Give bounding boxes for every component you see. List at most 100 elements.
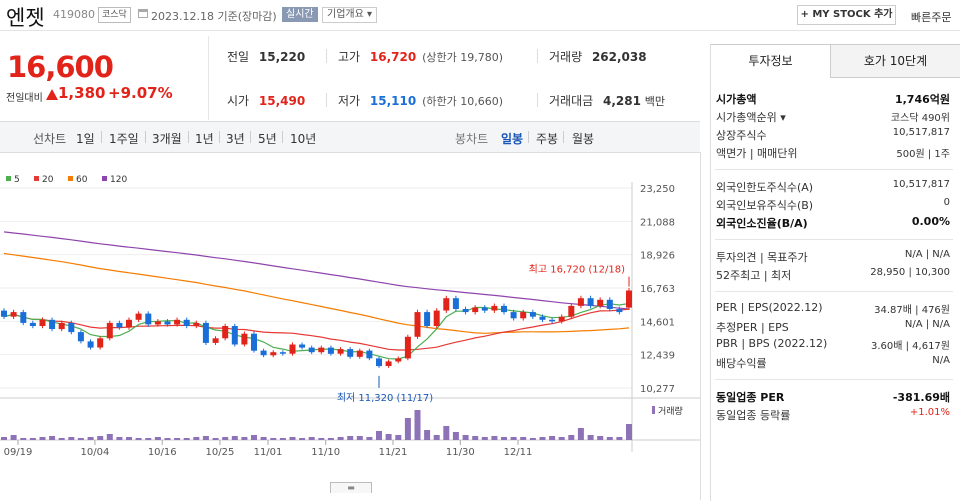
- divider: [101, 131, 102, 143]
- legend-label: 60: [76, 175, 88, 185]
- candle-body: [539, 316, 546, 320]
- candle-body: [49, 319, 56, 329]
- company-info-dropdown[interactable]: 기업개요 ▾: [322, 7, 377, 23]
- volume-legend-swatch: [652, 406, 655, 414]
- candle-body: [116, 322, 123, 328]
- volume-bar: [318, 438, 325, 440]
- open-value: 15,490: [258, 94, 306, 108]
- volume-bar: [404, 418, 411, 440]
- info-row-label: 외국인한도주식수(A): [716, 181, 814, 194]
- info-row: 투자의견 | 목표주가 N/A | N/A: [716, 249, 950, 267]
- candle-body: [424, 312, 431, 326]
- candle-daily[interactable]: 일봉: [501, 132, 524, 146]
- price-chart[interactable]: 5 20 60 120 23,250 21,088 18,926 16,763 14,601 1…: [0, 152, 701, 500]
- candle-body: [77, 332, 84, 342]
- x-tick-label: 11/10: [311, 447, 340, 458]
- amount-unit: 백만: [644, 95, 666, 108]
- volume-bar: [10, 435, 17, 440]
- info-row-value: 34.87배 | 476원: [874, 305, 950, 316]
- tab-order-book[interactable]: 호가 10단계: [830, 45, 960, 78]
- candle-body: [260, 350, 267, 356]
- info-row-value: 10,517,817: [892, 127, 950, 138]
- volume-bar: [481, 437, 488, 440]
- candle-body: [385, 361, 392, 366]
- candle-body: [520, 312, 527, 319]
- volume-bar: [193, 437, 200, 440]
- info-row-label: 투자의견 | 목표주가: [716, 251, 808, 264]
- candle-monthly[interactable]: 월봉: [572, 132, 595, 146]
- volume-bar: [77, 438, 84, 440]
- info-row: 동일업종 등락률 +1.01%: [716, 407, 950, 425]
- period-1y[interactable]: 1년: [195, 132, 214, 146]
- tab-investment-info[interactable]: 투자정보: [711, 45, 830, 78]
- high-value: 16,720: [369, 50, 417, 64]
- candle-weekly[interactable]: 주봉: [536, 132, 559, 146]
- calendar-icon: [138, 9, 148, 18]
- volume-bar: [241, 437, 248, 440]
- chart-resize-handle[interactable]: ▬: [330, 482, 372, 493]
- candle-body: [20, 312, 27, 323]
- volume-bar: [299, 438, 306, 440]
- stock-name: 엔젯: [6, 6, 45, 30]
- candle-body: [491, 305, 498, 311]
- candle-body: [10, 312, 17, 317]
- candle-body: [29, 322, 36, 326]
- divider: [282, 131, 283, 143]
- volume-bar: [126, 437, 132, 440]
- volume-bar: [49, 436, 56, 440]
- base-date: 2023.12.18 기준(장마감): [151, 10, 277, 23]
- info-row: 배당수익률 N/A: [716, 355, 950, 373]
- divider: [219, 131, 220, 143]
- info-row-value: 1,746억원: [894, 93, 950, 106]
- period-3m[interactable]: 3개월: [152, 132, 182, 146]
- candle-body: [606, 299, 613, 309]
- quick-order-link[interactable]: 빠른주문: [911, 11, 952, 24]
- period-5y[interactable]: 5년: [258, 132, 277, 146]
- prev-close-value: 15,220: [258, 50, 306, 64]
- info-row: 외국인한도주식수(A) 10,517,817: [716, 179, 950, 197]
- volume-bar: [491, 436, 498, 440]
- my-stock-add-button[interactable]: + MY STOCK 추가: [797, 5, 896, 25]
- amount-label: 거래대금: [549, 94, 594, 108]
- candle-body: [308, 347, 315, 353]
- volume-bar: [539, 437, 546, 440]
- volume-bar: [97, 436, 104, 440]
- low-annotation: 최저 11,320 (11/17): [337, 392, 433, 404]
- x-tick-label: 10/16: [148, 447, 177, 458]
- volume-bar: [68, 437, 75, 440]
- change-value: 1,380: [58, 84, 106, 102]
- candle-body: [289, 344, 296, 354]
- volume-bar: [424, 430, 431, 440]
- x-tick-label: 11/21: [379, 447, 408, 458]
- price-box: 16,600 전일대비 1,380 +9.07%: [0, 36, 209, 120]
- period-1d[interactable]: 1일: [76, 132, 95, 146]
- info-row-value: +1.01%: [909, 407, 950, 418]
- candle-body: [558, 316, 565, 322]
- legend-label: 5: [14, 175, 20, 185]
- period-10y[interactable]: 10년: [290, 132, 317, 146]
- period-3y[interactable]: 3년: [226, 132, 245, 146]
- legend-label: 120: [110, 175, 127, 185]
- info-row: 시가총액 1,746억원: [716, 91, 950, 109]
- candle-body: [472, 307, 479, 313]
- candle-body: [433, 310, 440, 326]
- change-percent: +9.07%: [108, 84, 173, 102]
- realtime-button[interactable]: 실시간: [282, 7, 318, 22]
- candle-body: [443, 298, 450, 311]
- info-row-value: N/A | N/A: [904, 249, 950, 260]
- volume-bar: [597, 436, 604, 440]
- volume-bar: [577, 428, 584, 440]
- candle-body: [202, 322, 209, 343]
- info-row: 상장주식수 10,517,817: [716, 127, 950, 145]
- info-row-label: PER | EPS(2022.12): [716, 301, 823, 314]
- y-tick-label: 16,763: [640, 284, 675, 295]
- low-price: 저가 15,110 (하한가 10,660): [338, 92, 503, 109]
- legend-swatch: [34, 176, 39, 181]
- stock-code: 419080: [53, 8, 95, 21]
- candle-body: [241, 333, 248, 345]
- info-row-value: -381.69배: [892, 391, 950, 404]
- candle-body: [87, 341, 94, 348]
- period-1w[interactable]: 1주일: [109, 132, 139, 146]
- volume-bar: [183, 438, 190, 440]
- volume-bar: [606, 437, 613, 440]
